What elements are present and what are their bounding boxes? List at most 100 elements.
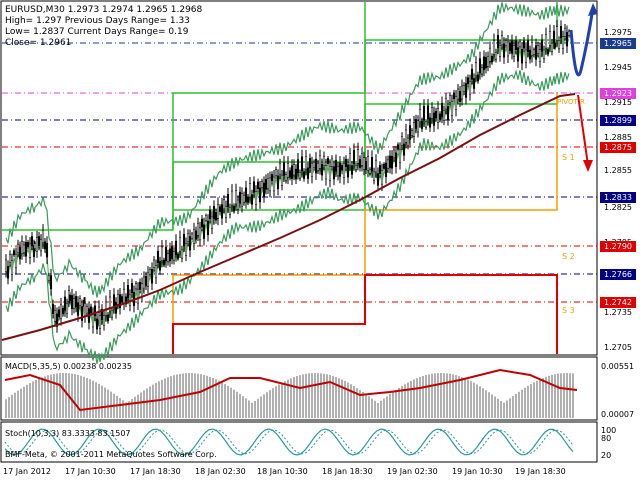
price-bar-body: [192, 229, 196, 244]
price-bar-body: [352, 150, 356, 165]
price-bar-body: [41, 230, 45, 243]
price-bar-body: [494, 52, 498, 60]
price-bar-body: [270, 174, 274, 182]
macd-bar: [362, 392, 364, 418]
price-bar-body: [490, 55, 494, 63]
price-bar-body: [340, 165, 344, 171]
macd-title: MACD(5,35,5) 0.00238 0.00235: [5, 362, 132, 371]
macd-bar: [245, 398, 247, 418]
macd-bar: [305, 373, 307, 418]
price-bar-body: [444, 98, 448, 110]
time-tick: 19 Jan 02:30: [387, 467, 438, 476]
price-bar-body: [258, 187, 262, 203]
price-bar-body: [374, 159, 378, 173]
macd-bar: [515, 393, 517, 418]
price-bar-body: [508, 43, 512, 51]
macd-bar: [431, 373, 433, 418]
macd-bar: [344, 380, 346, 418]
s1-label: S 1: [562, 153, 575, 162]
macd-bar: [257, 398, 259, 418]
pivot-s2: [172, 274, 558, 354]
macd-bar: [197, 373, 199, 418]
price-bar-body: [122, 288, 126, 304]
price-bar-body: [49, 275, 53, 290]
price-bar-body: [358, 159, 362, 168]
macd-bar: [368, 396, 370, 418]
price-bar-body: [392, 149, 396, 159]
macd-bar: [107, 389, 109, 418]
price-label-bg: [600, 142, 636, 153]
price-bar-body: [290, 165, 294, 179]
macd-bar: [95, 382, 97, 418]
macd-bar: [485, 390, 487, 418]
price-bar-body: [10, 260, 14, 275]
price-bar-body: [304, 156, 308, 170]
price-bar-body: [530, 41, 534, 57]
price-bar-body: [250, 194, 254, 205]
price-bar-body: [160, 246, 164, 261]
price-bar-body: [198, 227, 202, 241]
price-bar-body: [406, 137, 410, 146]
price-bar-body: [83, 303, 87, 317]
price-label: 1.2965: [604, 39, 632, 48]
macd-bar: [242, 396, 244, 418]
macd-bar: [428, 374, 430, 418]
price-bar-body: [408, 125, 412, 140]
macd-bar: [311, 373, 313, 418]
macd-bar: [542, 378, 544, 418]
macd-bar: [500, 401, 502, 418]
price-bar-body: [540, 39, 544, 52]
macd-bar: [341, 379, 343, 418]
up-arrow-head: [588, 3, 598, 16]
macd-bar: [35, 379, 37, 418]
macd-bar: [386, 396, 388, 418]
price-bar-body: [448, 95, 452, 103]
price-label: 1.2766: [604, 270, 632, 279]
macd-bar: [464, 378, 466, 418]
price-bar-body: [238, 191, 242, 204]
macd-bar: [317, 373, 319, 418]
price-bar-body: [502, 43, 506, 58]
price-bar-body: [516, 47, 520, 62]
price-bar-body: [478, 58, 482, 73]
macd-bar: [377, 402, 379, 418]
price-bar-body: [370, 157, 374, 172]
price-bar-body: [348, 153, 352, 166]
price-tick: 1.2915: [604, 98, 632, 107]
forecast-arrows: [569, 3, 598, 172]
price-bar-body: [33, 243, 37, 249]
macd-bar: [335, 376, 337, 418]
price-bar-body: [274, 169, 278, 176]
price-bar-body: [426, 105, 430, 120]
macd-bar: [287, 379, 289, 418]
price-bar-body: [548, 31, 552, 46]
macd-bar: [416, 378, 418, 418]
price-bar-body: [30, 236, 34, 246]
price-bar-body: [136, 288, 140, 304]
price-tick: 1.2825: [604, 203, 632, 212]
price-bar-body: [282, 162, 286, 176]
price-bar-body: [360, 153, 364, 166]
price-bar-body: [28, 243, 32, 258]
macd-bar: [209, 376, 211, 418]
macd-bar: [374, 400, 376, 418]
price-bar-body: [276, 175, 280, 190]
price-bar-body: [16, 243, 20, 254]
macd-bar: [11, 394, 13, 418]
price-bar-body: [388, 155, 392, 168]
price-bar-body: [146, 272, 150, 287]
price-bar-body: [184, 243, 188, 256]
price-bar-body: [174, 240, 178, 256]
price-label: 1.2875: [604, 143, 632, 152]
price-bar-body: [59, 304, 63, 320]
macd-bar: [470, 381, 472, 418]
price-bar-body: [47, 275, 51, 281]
price-bar-body: [338, 162, 342, 177]
macd-bar: [47, 375, 49, 418]
macd-bar: [77, 374, 79, 418]
macd-bar: [491, 394, 493, 418]
macd-bar: [302, 374, 304, 418]
macd-bar: [116, 395, 118, 418]
